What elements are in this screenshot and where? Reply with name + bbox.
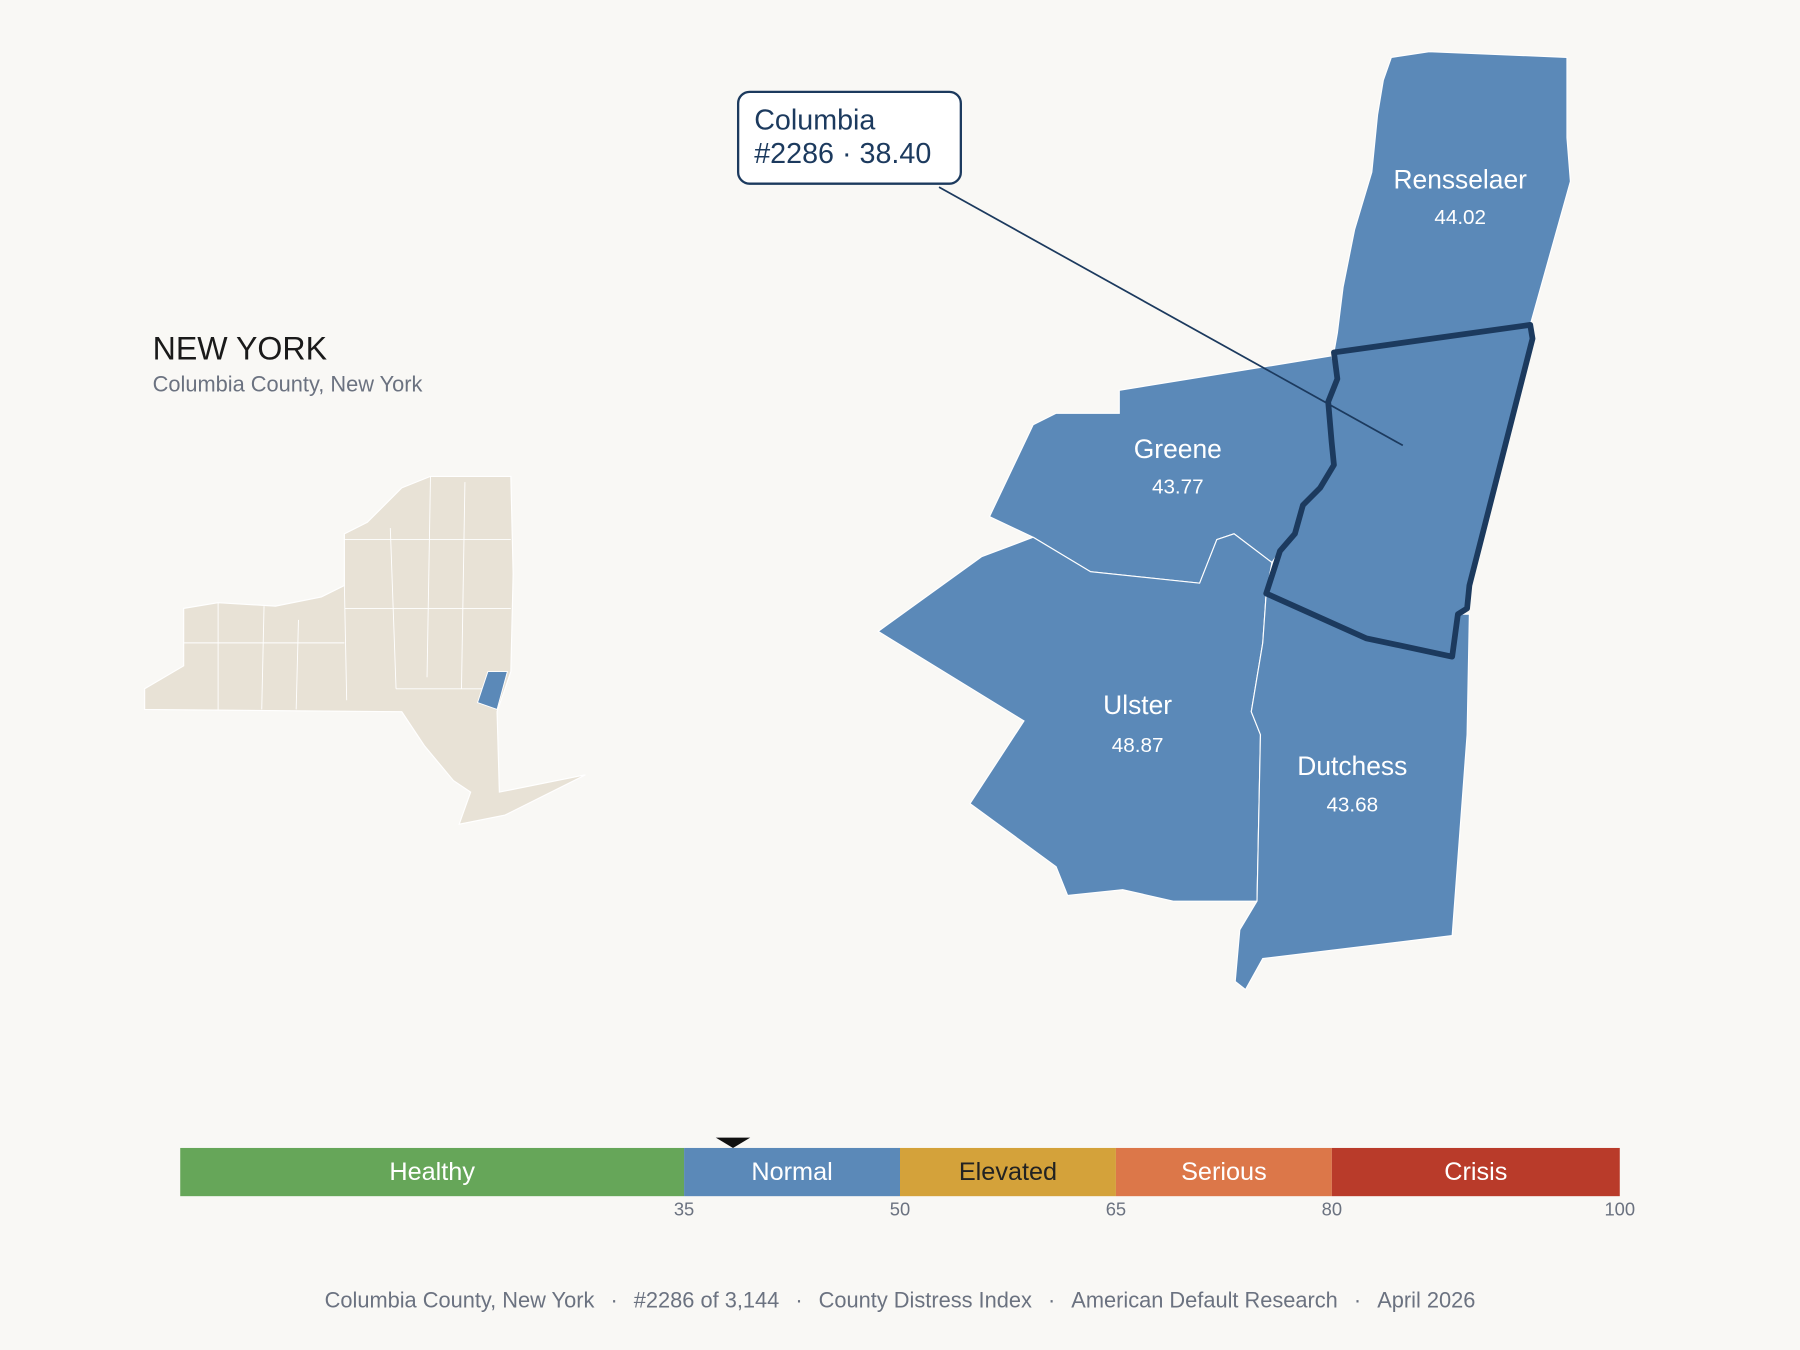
scale-band: [900, 1147, 1116, 1197]
county-value: 43.68: [1326, 794, 1378, 817]
scale-tick-label: 50: [890, 1199, 910, 1220]
county-name: Dutchess: [1297, 751, 1407, 781]
separator: ·: [610, 1288, 617, 1313]
selected-county-shape[interactable]: [1263, 322, 1536, 660]
callout-score: 38.40: [860, 138, 932, 170]
callout-name: Columbia: [754, 105, 875, 137]
inset-state: [144, 475, 586, 825]
scale-band-label: Healthy: [389, 1158, 475, 1186]
inset-selected-county: [476, 671, 508, 711]
county-shape[interactable]: [1333, 51, 1571, 354]
callout-rank: #2286: [754, 138, 834, 170]
scale-tick-label: 100: [1604, 1199, 1635, 1220]
subtitle: Columbia County, New York: [153, 371, 423, 396]
county-value: 44.02: [1434, 206, 1486, 229]
footer-item: April 2026: [1377, 1288, 1475, 1313]
scale-band: [684, 1147, 900, 1197]
separator: ·: [1048, 1288, 1055, 1313]
scale-band: [1331, 1147, 1620, 1197]
separator: ·: [842, 138, 852, 170]
separator: ·: [795, 1288, 802, 1313]
scale-band-label: Elevated: [959, 1158, 1057, 1186]
scale-tick-label: 65: [1106, 1199, 1126, 1220]
county-name: Rensselaer: [1393, 164, 1527, 194]
scale-band-label: Serious: [1181, 1158, 1267, 1186]
county-name: Greene: [1134, 434, 1222, 464]
scale-band-label: Normal: [751, 1158, 832, 1186]
distress-scale: Healthy Normal Elevated Serious Crisis 35 50 65…: [180, 1137, 1635, 1220]
scale-marker: [715, 1137, 751, 1148]
footer-item: County Distress Index: [819, 1288, 1032, 1313]
footer: Columbia County, New York · #2286 of 3,144…: [325, 1288, 1476, 1313]
scale-band: [1115, 1147, 1332, 1197]
inset-county-lines: [183, 476, 511, 710]
scale-tick-label: 80: [1322, 1199, 1342, 1220]
callout-detail: #2286 · 38.40: [754, 138, 931, 170]
county-value: 48.87: [1112, 734, 1164, 757]
scale-tick-label: 35: [674, 1199, 694, 1220]
callout-leader: [938, 186, 1404, 447]
county-value: 43.77: [1152, 476, 1204, 499]
footer-item: American Default Research: [1071, 1288, 1338, 1313]
footer-item: #2286 of 3,144: [634, 1288, 779, 1313]
scale-band-label: Crisis: [1444, 1158, 1507, 1186]
separator: ·: [1354, 1288, 1361, 1313]
county-name: Ulster: [1103, 690, 1172, 720]
callout-box: [736, 90, 962, 185]
scale-band: [180, 1147, 685, 1197]
footer-item: Columbia County, New York: [325, 1288, 595, 1313]
state-title: NEW YORK: [153, 330, 328, 366]
